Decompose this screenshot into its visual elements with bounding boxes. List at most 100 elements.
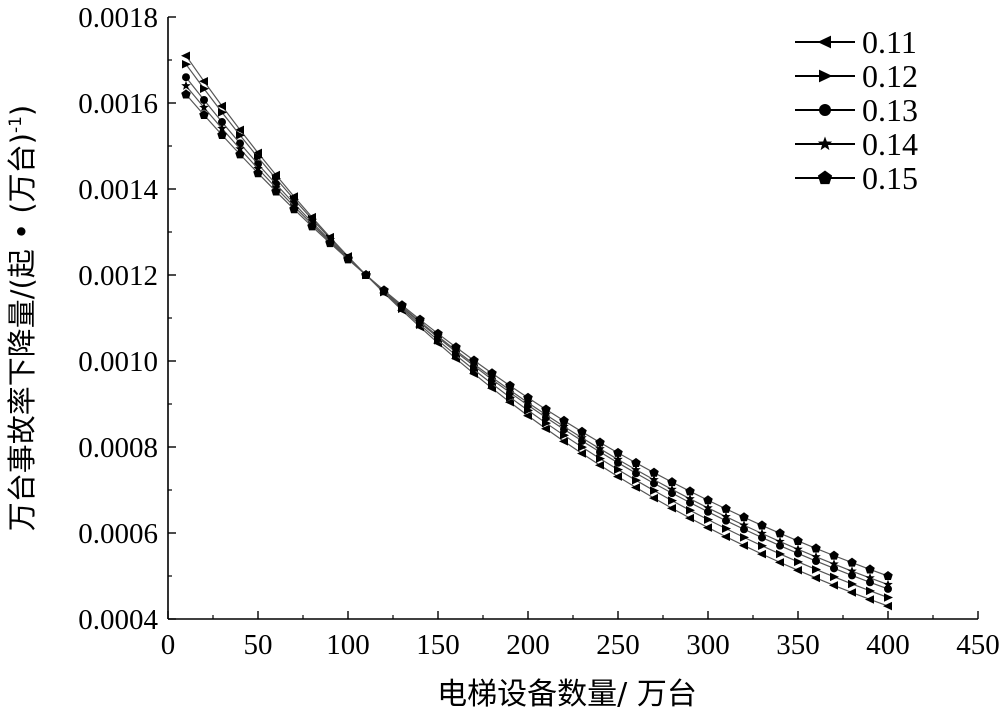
data-point	[847, 588, 856, 597]
data-point	[757, 520, 767, 530]
legend-marker	[817, 136, 833, 151]
data-point	[595, 461, 604, 470]
series-0.15	[181, 89, 893, 581]
series-0.11	[181, 51, 892, 611]
data-point	[577, 449, 586, 458]
data-point	[776, 549, 785, 559]
data-point	[883, 601, 892, 611]
series-line	[185, 63, 889, 599]
series-line	[185, 55, 889, 607]
data-point	[847, 557, 857, 567]
data-point	[631, 483, 640, 492]
legend-item: 0.15	[795, 160, 918, 196]
y-tick-label: 0.0016	[78, 88, 158, 120]
y-axis-title-sup: -1	[6, 116, 26, 133]
data-point	[181, 89, 191, 99]
y-tick-label: 0.0012	[78, 260, 158, 292]
data-point	[217, 123, 227, 133]
legend-label: 0.11	[862, 24, 917, 60]
data-point	[361, 270, 371, 280]
y-tick-label: 0.0014	[78, 174, 158, 206]
y-tick-label: 0.0018	[78, 2, 158, 34]
x-axis-title: 电梯设备数量/ 万台	[437, 677, 697, 712]
data-point	[667, 477, 677, 487]
data-point	[667, 504, 676, 513]
legend-marker	[817, 170, 833, 185]
data-point	[613, 447, 623, 457]
data-point	[631, 464, 641, 474]
data-point	[866, 586, 875, 596]
data-point	[883, 579, 893, 589]
series-line	[185, 76, 889, 590]
y-tick-label: 0.0008	[78, 432, 158, 464]
data-point	[667, 484, 677, 494]
data-point	[217, 101, 226, 111]
data-point	[829, 581, 838, 590]
data-point	[235, 125, 244, 135]
series-0.14	[181, 80, 893, 589]
data-point	[577, 426, 587, 436]
data-point	[236, 130, 245, 140]
data-point	[649, 467, 659, 477]
data-point	[739, 520, 749, 530]
data-point	[559, 437, 568, 446]
data-point	[775, 528, 785, 538]
data-point	[740, 533, 749, 542]
axes-layer: 0 50 100 150 200 250 300 350 400 450 0.0004 0.0006 0…	[78, 2, 1000, 661]
data-point	[271, 186, 281, 196]
x-tick-label: 300	[686, 629, 730, 661]
data-point	[523, 392, 533, 402]
data-point	[505, 380, 515, 390]
data-point	[686, 506, 695, 515]
data-point	[865, 564, 875, 574]
x-tick-label: 200	[506, 629, 550, 661]
data-point	[343, 254, 353, 264]
data-point	[649, 493, 658, 503]
data-point	[865, 595, 874, 604]
data-point	[883, 571, 893, 581]
data-point	[649, 474, 659, 484]
data-point	[595, 437, 605, 447]
data-point	[559, 421, 569, 431]
data-point	[884, 593, 893, 602]
data-point	[235, 149, 245, 159]
data-point	[487, 368, 497, 378]
data-point	[541, 404, 551, 414]
data-point	[848, 579, 857, 589]
legend-marker	[819, 69, 833, 83]
data-point	[739, 541, 748, 550]
data-point	[757, 549, 766, 559]
data-point	[523, 411, 532, 420]
data-point	[793, 566, 802, 575]
data-point	[578, 442, 587, 452]
data-point	[415, 314, 425, 324]
legend-label: 0.12	[862, 58, 918, 94]
data-point	[722, 524, 731, 533]
data-point	[253, 163, 263, 173]
data-point	[397, 300, 407, 310]
data-point	[703, 495, 713, 505]
data-point	[613, 472, 622, 481]
data-point	[721, 503, 731, 513]
data-point	[703, 502, 713, 512]
legend-item: 0.12	[795, 58, 918, 94]
data-point	[254, 153, 263, 162]
data-point	[793, 535, 803, 546]
data-point	[523, 397, 533, 407]
data-point	[847, 566, 857, 576]
data-point	[559, 415, 569, 425]
legend-label: 0.13	[862, 92, 918, 128]
data-point	[218, 118, 226, 127]
data-point	[199, 102, 209, 112]
legend-marker	[819, 104, 831, 116]
data-point	[721, 532, 730, 541]
series-line	[185, 85, 889, 586]
data-point	[757, 528, 767, 538]
data-point	[289, 204, 299, 214]
data-point	[775, 558, 784, 567]
data-point	[811, 573, 820, 583]
x-tick-label: 450	[956, 629, 1000, 661]
x-tick-label: 250	[596, 629, 640, 661]
series-0.12	[182, 60, 893, 602]
data-point	[199, 77, 208, 86]
